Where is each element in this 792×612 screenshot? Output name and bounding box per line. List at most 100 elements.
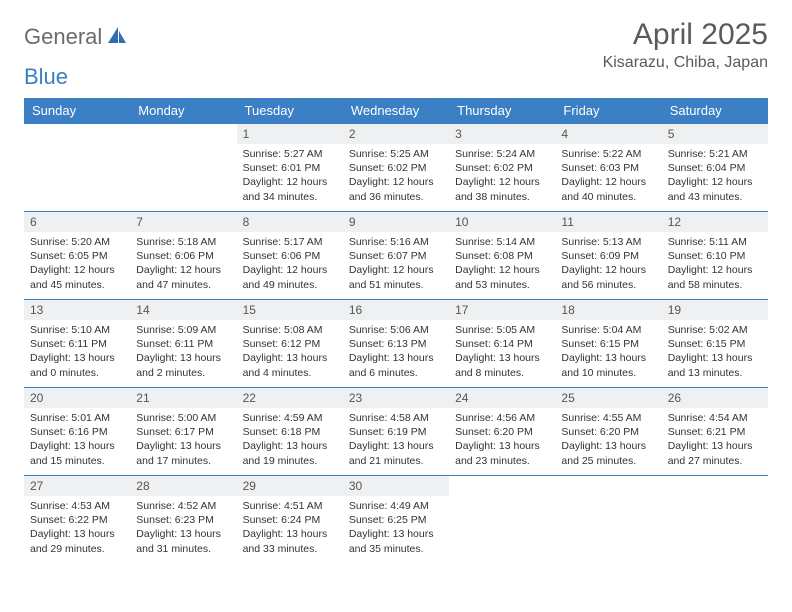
day-details: Sunrise: 5:05 AMSunset: 6:14 PMDaylight:… <box>449 320 555 383</box>
daylight-line2: and 43 minutes. <box>668 190 762 204</box>
sunrise-text: Sunrise: 4:58 AM <box>349 411 443 425</box>
sunset-text: Sunset: 6:25 PM <box>349 513 443 527</box>
day-number: 10 <box>449 212 555 232</box>
weekday-header: Sunday <box>24 98 130 124</box>
sunset-text: Sunset: 6:23 PM <box>136 513 230 527</box>
sunset-text: Sunset: 6:14 PM <box>455 337 549 351</box>
daylight-line1: Daylight: 12 hours <box>561 175 655 189</box>
sail-icon <box>106 25 128 50</box>
sunset-text: Sunset: 6:18 PM <box>243 425 337 439</box>
day-number: 25 <box>555 388 661 408</box>
weekday-header: Monday <box>130 98 236 124</box>
calendar-page: General April 2025 Kisarazu, Chiba, Japa… <box>0 0 792 582</box>
calendar-day-cell: 22Sunrise: 4:59 AMSunset: 6:18 PMDayligh… <box>237 388 343 476</box>
day-number: 27 <box>24 476 130 496</box>
day-details: Sunrise: 5:22 AMSunset: 6:03 PMDaylight:… <box>555 144 661 207</box>
daylight-line2: and 10 minutes. <box>561 366 655 380</box>
day-details: Sunrise: 5:09 AMSunset: 6:11 PMDaylight:… <box>130 320 236 383</box>
calendar-week-row: 27Sunrise: 4:53 AMSunset: 6:22 PMDayligh… <box>24 476 768 564</box>
daylight-line1: Daylight: 13 hours <box>243 527 337 541</box>
daylight-line1: Daylight: 13 hours <box>668 439 762 453</box>
daylight-line2: and 8 minutes. <box>455 366 549 380</box>
day-number: 26 <box>662 388 768 408</box>
calendar-day-cell: 5Sunrise: 5:21 AMSunset: 6:04 PMDaylight… <box>662 124 768 212</box>
day-number: 20 <box>24 388 130 408</box>
sunset-text: Sunset: 6:21 PM <box>668 425 762 439</box>
brand-part1: General <box>24 24 102 50</box>
sunrise-text: Sunrise: 4:49 AM <box>349 499 443 513</box>
daylight-line2: and 23 minutes. <box>455 454 549 468</box>
daylight-line2: and 6 minutes. <box>349 366 443 380</box>
daylight-line1: Daylight: 12 hours <box>561 263 655 277</box>
daylight-line1: Daylight: 12 hours <box>349 263 443 277</box>
daylight-line1: Daylight: 13 hours <box>349 439 443 453</box>
sunset-text: Sunset: 6:04 PM <box>668 161 762 175</box>
day-number: 1 <box>237 124 343 144</box>
weekday-header: Thursday <box>449 98 555 124</box>
calendar-day-cell: 8Sunrise: 5:17 AMSunset: 6:06 PMDaylight… <box>237 212 343 300</box>
sunrise-text: Sunrise: 5:18 AM <box>136 235 230 249</box>
daylight-line2: and 31 minutes. <box>136 542 230 556</box>
daylight-line1: Daylight: 13 hours <box>30 439 124 453</box>
day-number: 21 <box>130 388 236 408</box>
day-number: 12 <box>662 212 768 232</box>
calendar-day-cell: 23Sunrise: 4:58 AMSunset: 6:19 PMDayligh… <box>343 388 449 476</box>
daylight-line2: and 21 minutes. <box>349 454 443 468</box>
day-details: Sunrise: 5:25 AMSunset: 6:02 PMDaylight:… <box>343 144 449 207</box>
weekday-header: Wednesday <box>343 98 449 124</box>
day-number: 8 <box>237 212 343 232</box>
calendar-day-cell <box>130 124 236 212</box>
daylight-line1: Daylight: 12 hours <box>668 175 762 189</box>
daylight-line1: Daylight: 12 hours <box>243 175 337 189</box>
day-number: 11 <box>555 212 661 232</box>
daylight-line1: Daylight: 12 hours <box>243 263 337 277</box>
calendar-day-cell: 14Sunrise: 5:09 AMSunset: 6:11 PMDayligh… <box>130 300 236 388</box>
daylight-line1: Daylight: 12 hours <box>349 175 443 189</box>
day-details: Sunrise: 4:53 AMSunset: 6:22 PMDaylight:… <box>24 496 130 559</box>
calendar-day-cell <box>555 476 661 564</box>
calendar-day-cell: 28Sunrise: 4:52 AMSunset: 6:23 PMDayligh… <box>130 476 236 564</box>
calendar-day-cell: 24Sunrise: 4:56 AMSunset: 6:20 PMDayligh… <box>449 388 555 476</box>
sunrise-text: Sunrise: 5:27 AM <box>243 147 337 161</box>
sunset-text: Sunset: 6:11 PM <box>30 337 124 351</box>
calendar-day-cell: 12Sunrise: 5:11 AMSunset: 6:10 PMDayligh… <box>662 212 768 300</box>
daylight-line2: and 33 minutes. <box>243 542 337 556</box>
calendar-day-cell: 3Sunrise: 5:24 AMSunset: 6:02 PMDaylight… <box>449 124 555 212</box>
day-number: 5 <box>662 124 768 144</box>
sunrise-text: Sunrise: 5:17 AM <box>243 235 337 249</box>
day-details: Sunrise: 5:18 AMSunset: 6:06 PMDaylight:… <box>130 232 236 295</box>
calendar-day-cell: 29Sunrise: 4:51 AMSunset: 6:24 PMDayligh… <box>237 476 343 564</box>
sunset-text: Sunset: 6:03 PM <box>561 161 655 175</box>
sunset-text: Sunset: 6:05 PM <box>30 249 124 263</box>
calendar-day-cell: 15Sunrise: 5:08 AMSunset: 6:12 PMDayligh… <box>237 300 343 388</box>
daylight-line1: Daylight: 13 hours <box>243 351 337 365</box>
day-number: 14 <box>130 300 236 320</box>
sunset-text: Sunset: 6:12 PM <box>243 337 337 351</box>
sunset-text: Sunset: 6:16 PM <box>30 425 124 439</box>
daylight-line1: Daylight: 13 hours <box>136 527 230 541</box>
day-details: Sunrise: 5:13 AMSunset: 6:09 PMDaylight:… <box>555 232 661 295</box>
day-details: Sunrise: 5:02 AMSunset: 6:15 PMDaylight:… <box>662 320 768 383</box>
day-details: Sunrise: 5:16 AMSunset: 6:07 PMDaylight:… <box>343 232 449 295</box>
sunset-text: Sunset: 6:09 PM <box>561 249 655 263</box>
day-details: Sunrise: 4:51 AMSunset: 6:24 PMDaylight:… <box>237 496 343 559</box>
sunset-text: Sunset: 6:01 PM <box>243 161 337 175</box>
daylight-line2: and 25 minutes. <box>561 454 655 468</box>
daylight-line2: and 29 minutes. <box>30 542 124 556</box>
sunset-text: Sunset: 6:02 PM <box>455 161 549 175</box>
daylight-line2: and 56 minutes. <box>561 278 655 292</box>
daylight-line2: and 40 minutes. <box>561 190 655 204</box>
daylight-line2: and 45 minutes. <box>30 278 124 292</box>
calendar-day-cell: 2Sunrise: 5:25 AMSunset: 6:02 PMDaylight… <box>343 124 449 212</box>
sunrise-text: Sunrise: 5:05 AM <box>455 323 549 337</box>
calendar-day-cell: 25Sunrise: 4:55 AMSunset: 6:20 PMDayligh… <box>555 388 661 476</box>
sunrise-text: Sunrise: 5:04 AM <box>561 323 655 337</box>
day-number: 6 <box>24 212 130 232</box>
daylight-line2: and 17 minutes. <box>136 454 230 468</box>
day-details: Sunrise: 5:14 AMSunset: 6:08 PMDaylight:… <box>449 232 555 295</box>
daylight-line2: and 58 minutes. <box>668 278 762 292</box>
sunrise-text: Sunrise: 5:20 AM <box>30 235 124 249</box>
daylight-line1: Daylight: 12 hours <box>668 263 762 277</box>
day-details: Sunrise: 5:27 AMSunset: 6:01 PMDaylight:… <box>237 144 343 207</box>
calendar-day-cell <box>24 124 130 212</box>
